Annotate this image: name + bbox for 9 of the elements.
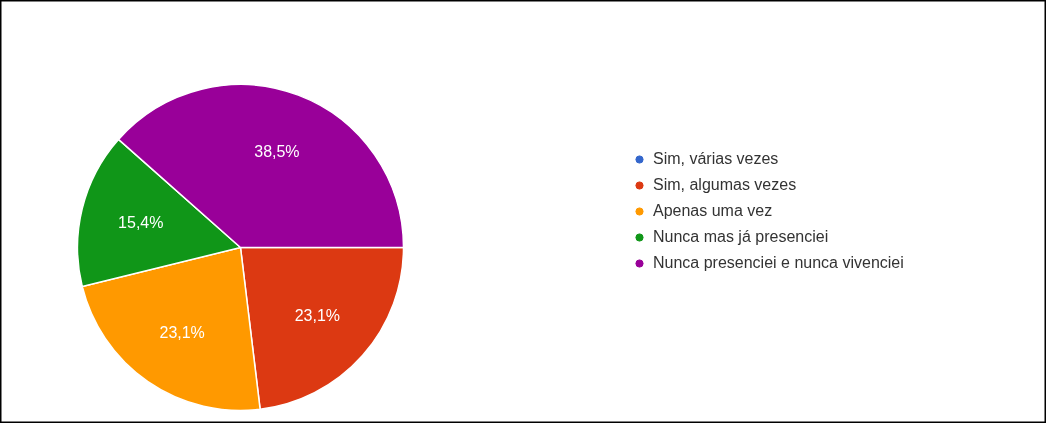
data-label: 15,4% xyxy=(118,214,164,232)
legend-label: Apenas uma vez xyxy=(653,202,773,220)
data-label: 23,1% xyxy=(294,307,341,325)
data-label: 23,1% xyxy=(159,323,205,341)
legend-label: Sim, algumas vezes xyxy=(653,176,797,194)
legend-label: Nunca mas já presenciei xyxy=(653,228,829,246)
data-label: 38,5% xyxy=(254,142,300,160)
legend-label: Nunca presenciei e nunca vivenciei xyxy=(653,254,904,272)
legend-label: Sim, várias vezes xyxy=(653,150,779,168)
